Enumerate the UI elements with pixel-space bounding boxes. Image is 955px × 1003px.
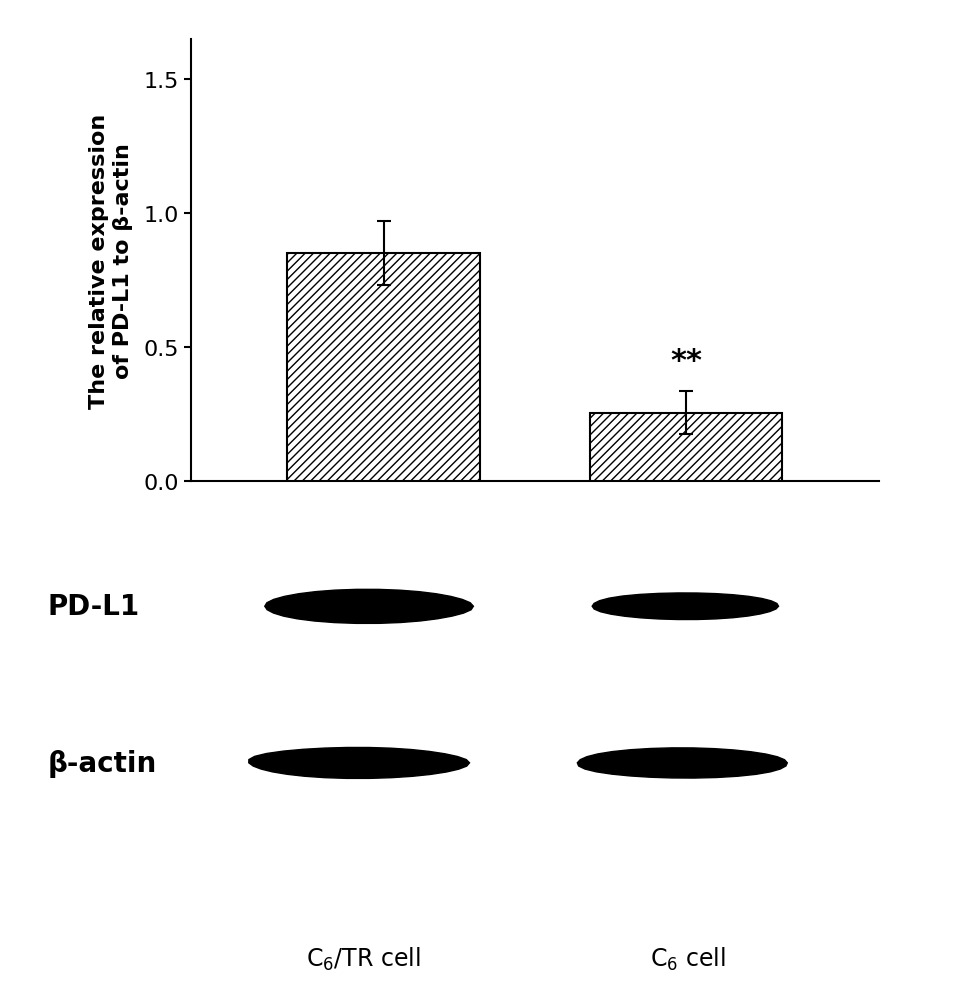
- Polygon shape: [249, 747, 470, 778]
- Text: **: **: [670, 347, 702, 376]
- Text: β-actin: β-actin: [48, 749, 157, 777]
- Polygon shape: [265, 590, 474, 624]
- Text: PD-L1: PD-L1: [48, 593, 139, 621]
- Text: C$_6$/TR cell: C$_6$/TR cell: [306, 945, 420, 972]
- Bar: [287, 254, 479, 481]
- Text: C$_6$ cell: C$_6$ cell: [649, 945, 726, 972]
- Bar: [590, 413, 782, 481]
- Y-axis label: The relative expression
of PD-L1 to β-actin: The relative expression of PD-L1 to β-ac…: [90, 113, 133, 408]
- Polygon shape: [578, 748, 787, 778]
- Polygon shape: [592, 594, 778, 620]
